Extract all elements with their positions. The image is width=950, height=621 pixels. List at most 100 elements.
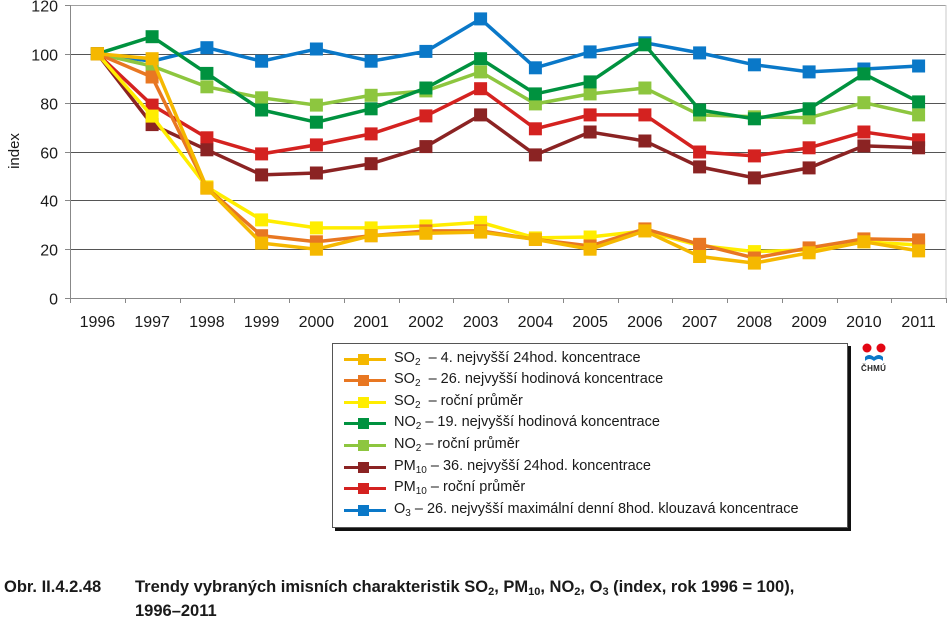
series-line bbox=[97, 52, 919, 265]
data-point-marker bbox=[528, 148, 542, 162]
x-tick-label: 1999 bbox=[244, 314, 280, 331]
legend-label: SO2 – roční průměr bbox=[394, 393, 523, 411]
data-point-marker bbox=[802, 65, 816, 79]
legend-item: NO2 – roční průměr bbox=[333, 434, 520, 455]
series-group bbox=[90, 12, 926, 270]
legend-item: PM10 – 36. nejvyšší 24hod. koncentrace bbox=[333, 456, 651, 477]
legend-item: PM10 – roční průměr bbox=[333, 478, 525, 499]
caption-text: (index, rok 1996 = 100), bbox=[608, 578, 795, 596]
data-point-marker bbox=[638, 38, 652, 52]
data-point-marker bbox=[583, 75, 597, 89]
data-point-marker bbox=[200, 181, 214, 195]
series-no2-19 bbox=[90, 30, 926, 129]
data-point-marker bbox=[802, 246, 816, 260]
data-point-marker bbox=[474, 65, 488, 79]
data-point-marker bbox=[583, 242, 597, 256]
data-point-marker bbox=[200, 131, 214, 145]
legend-label: NO2 – 19. nejvyšší hodinová koncentrace bbox=[394, 414, 660, 432]
data-point-marker bbox=[309, 115, 323, 129]
data-point-marker bbox=[364, 102, 378, 116]
data-point-marker bbox=[583, 125, 597, 139]
series-line bbox=[96, 52, 919, 254]
legend-pollutant: O bbox=[394, 500, 406, 517]
x-tick-label: 1998 bbox=[189, 314, 225, 331]
data-point-marker bbox=[309, 221, 323, 235]
legend-item: SO2 – roční průměr bbox=[333, 391, 523, 412]
data-point-marker bbox=[912, 59, 926, 73]
data-point-marker bbox=[255, 54, 269, 68]
data-point-marker bbox=[200, 80, 214, 94]
data-point-marker bbox=[419, 140, 433, 154]
legend-swatch-icon bbox=[344, 395, 386, 409]
y-tick-label: 0 bbox=[49, 292, 58, 309]
legend-pollutant: SO bbox=[394, 349, 415, 366]
data-point-marker bbox=[857, 139, 871, 153]
data-point-marker bbox=[474, 82, 488, 96]
legend: SO2 – 4. nejvyšší 24hod. koncentrace SO2 … bbox=[332, 343, 848, 528]
data-point-marker bbox=[419, 109, 433, 123]
data-point-marker bbox=[583, 45, 597, 59]
caption-line-2: 1996–2011 bbox=[135, 602, 217, 620]
data-point-marker bbox=[693, 103, 707, 117]
x-tick-label: 2007 bbox=[682, 314, 718, 331]
y-tick-label: 40 bbox=[40, 194, 58, 211]
legend-subscript: 2 bbox=[414, 399, 421, 411]
x-tick-label: 2002 bbox=[408, 314, 444, 331]
data-point-marker bbox=[857, 235, 871, 249]
data-point-marker bbox=[145, 109, 159, 123]
figure-number: Obr. II.4.2.48 bbox=[4, 578, 102, 596]
data-point-marker bbox=[528, 61, 542, 75]
caption-sub: 3 bbox=[602, 586, 609, 598]
data-point-marker bbox=[912, 108, 926, 122]
x-tick-label: 2001 bbox=[353, 314, 389, 331]
data-point-marker bbox=[747, 58, 761, 72]
figure-caption: Obr. II.4.2.48 Trendy vybraných imisních … bbox=[4, 578, 944, 621]
series-no2-avg bbox=[90, 47, 926, 125]
data-point-marker bbox=[747, 149, 761, 163]
legend-label: NO2 – roční průměr bbox=[394, 436, 520, 454]
data-point-marker bbox=[255, 213, 269, 227]
legend-subscript: 2 bbox=[415, 442, 422, 454]
legend-subscript: 10 bbox=[415, 464, 427, 476]
data-point-marker bbox=[474, 108, 488, 122]
legend-subscript: 2 bbox=[415, 421, 422, 433]
series-pm10-36 bbox=[90, 47, 926, 185]
data-point-marker bbox=[528, 97, 542, 111]
data-point-marker bbox=[364, 127, 378, 141]
legend-subscript: 2 bbox=[414, 378, 421, 390]
y-tick-label: 80 bbox=[40, 97, 58, 114]
data-point-marker bbox=[200, 143, 214, 157]
data-point-marker bbox=[474, 52, 488, 66]
legend-pollutant: PM bbox=[394, 479, 416, 496]
series-line bbox=[97, 16, 919, 74]
data-point-marker bbox=[255, 103, 269, 117]
data-point-marker bbox=[747, 171, 761, 185]
caption-text: Trendy vybraných imisních charakteristik… bbox=[135, 578, 489, 596]
x-tick-label: 1997 bbox=[134, 314, 170, 331]
legend-pollutant: SO bbox=[394, 371, 415, 388]
data-point-marker bbox=[419, 81, 433, 95]
legend-item: O3 – 26. nejvyšší maximální denní 8hod. … bbox=[333, 499, 799, 520]
legend-label: PM10 – roční průměr bbox=[394, 479, 525, 497]
data-point-marker bbox=[200, 66, 214, 80]
caption-sub: 2 bbox=[488, 586, 495, 598]
data-point-marker bbox=[802, 102, 816, 116]
legend-pollutant: NO bbox=[394, 414, 416, 431]
caption-text: , O bbox=[580, 578, 603, 596]
data-point-marker bbox=[90, 47, 104, 61]
caption-text: , NO bbox=[540, 578, 575, 596]
x-tick-label: 2005 bbox=[572, 314, 608, 331]
data-point-marker bbox=[200, 41, 214, 55]
data-point-marker bbox=[474, 225, 488, 239]
series-so2-4 bbox=[90, 47, 926, 270]
x-tick-label: 2009 bbox=[791, 314, 827, 331]
data-point-marker bbox=[528, 87, 542, 101]
x-tick-label: 1996 bbox=[80, 314, 116, 331]
series-pm10-avg bbox=[90, 47, 926, 163]
data-point-marker bbox=[309, 42, 323, 56]
data-point-marker bbox=[255, 147, 269, 161]
series-line bbox=[96, 52, 919, 158]
data-point-marker bbox=[802, 141, 816, 155]
legend-description: – 26. nejvyšší maximální denní 8hod. klo… bbox=[410, 500, 799, 517]
data-point-marker bbox=[528, 122, 542, 136]
